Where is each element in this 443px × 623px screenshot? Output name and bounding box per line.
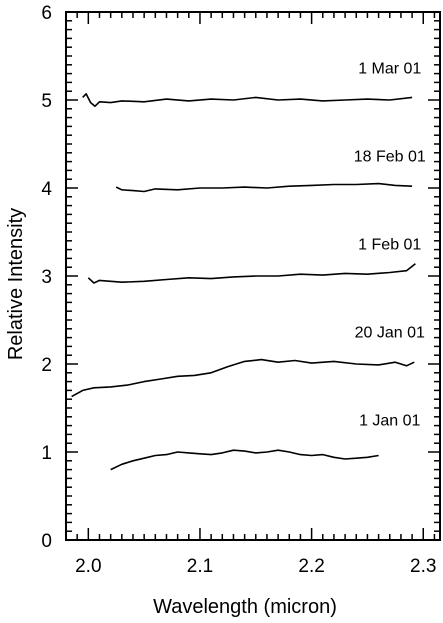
y-tick-labels: 0 1 2 3 4 5 6 — [41, 3, 52, 552]
x-tick-label: 2.3 — [410, 556, 436, 577]
series-label: 1 Jan 01 — [359, 413, 420, 430]
y-tick-label: 2 — [41, 355, 52, 376]
series-label: 1 Mar 01 — [358, 61, 421, 78]
series-labels: 1 Mar 01 18 Feb 01 1 Feb 01 20 Jan 01 1 Jan … — [354, 61, 426, 430]
series-lines — [71, 93, 416, 471]
series-line — [110, 449, 379, 471]
y-axis-title: Relative Intensity — [5, 208, 27, 360]
x-tick-label: 2.0 — [75, 556, 101, 577]
y-tick-label: 6 — [41, 3, 52, 24]
series-line — [115, 182, 413, 193]
series-label: 1 Feb 01 — [358, 237, 421, 254]
series-line — [87, 263, 416, 284]
y-tick-label: 4 — [41, 179, 52, 200]
x-axis-title: Wavelength (micron) — [153, 596, 337, 618]
axis-ticks — [65, 11, 440, 541]
x-tick-label: 2.2 — [298, 556, 324, 577]
series-label: 18 Feb 01 — [354, 149, 426, 166]
x-tick-label: 2.1 — [187, 556, 213, 577]
x-tick-labels: 2.0 2.1 2.2 2.3 — [75, 556, 436, 577]
y-tick-label: 1 — [41, 443, 52, 464]
series-line — [82, 93, 413, 107]
y-tick-label: 5 — [41, 91, 52, 112]
y-tick-label: 0 — [41, 531, 52, 552]
series-label: 20 Jan 01 — [355, 325, 425, 342]
y-tick-label: 3 — [41, 267, 52, 288]
series-line — [71, 358, 415, 398]
